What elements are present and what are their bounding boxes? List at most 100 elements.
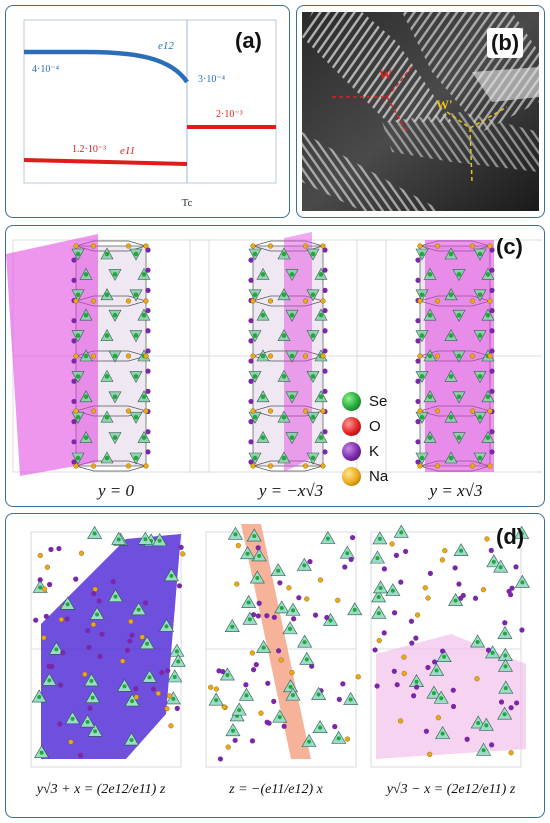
- k-atom: [255, 545, 261, 551]
- k-atom: [145, 267, 151, 273]
- k-atom: [415, 439, 421, 445]
- se-ball-icon: [342, 392, 361, 411]
- e12-left-value: 4·10⁻⁴: [32, 64, 60, 75]
- se-atom: [476, 721, 481, 726]
- se-atom: [133, 374, 139, 379]
- legend-na-label: Na: [369, 468, 389, 485]
- k-atom: [348, 556, 354, 563]
- se-atom: [247, 617, 252, 622]
- se-atom: [302, 563, 307, 568]
- k-atom: [64, 616, 70, 622]
- k-atom: [415, 398, 421, 405]
- k-atom: [472, 595, 479, 601]
- k-atom: [256, 600, 262, 606]
- k-atom: [248, 257, 254, 263]
- na-atom: [44, 564, 51, 570]
- se-atom: [112, 353, 118, 359]
- se-atom: [252, 534, 257, 539]
- bright-domain: [472, 67, 539, 102]
- se-atom: [477, 455, 483, 461]
- se-atom: [439, 696, 444, 701]
- k-atom: [276, 648, 282, 654]
- k-atom: [322, 307, 328, 314]
- se-atom: [112, 394, 118, 400]
- se-atom: [289, 272, 295, 277]
- na-atom: [487, 298, 493, 304]
- k-atom: [489, 388, 495, 394]
- na-atom: [469, 353, 476, 359]
- se-atom: [225, 673, 230, 678]
- se-atom: [260, 272, 266, 277]
- crystal-structures-d: [30, 524, 530, 768]
- se-atom: [498, 565, 503, 570]
- se-atom: [95, 612, 100, 617]
- na-atom: [320, 463, 326, 469]
- se-atom: [255, 576, 260, 581]
- se-atom: [427, 435, 433, 440]
- equation-c3: y = x√3: [429, 481, 483, 500]
- se-atom: [434, 668, 439, 673]
- wp-wall-upper-left: [446, 111, 471, 129]
- se-atom: [304, 657, 309, 662]
- na-atom: [90, 298, 97, 304]
- se-atom: [310, 292, 316, 298]
- k-atom: [47, 581, 53, 588]
- se-atom: [310, 374, 316, 379]
- na-atom: [422, 585, 428, 591]
- na-atom: [434, 463, 441, 469]
- na-atom: [155, 690, 161, 697]
- equation-d2: z = −(e11/e12) x: [229, 782, 323, 797]
- se-atom: [277, 715, 282, 720]
- se-atom: [336, 736, 341, 741]
- na-atom: [317, 577, 324, 583]
- k-atom: [342, 564, 348, 570]
- se-atom: [133, 333, 139, 338]
- k-atom: [452, 565, 458, 571]
- k-atom: [440, 648, 446, 654]
- k-atom: [489, 287, 495, 293]
- se-atom: [281, 374, 287, 379]
- se-atom: [171, 696, 176, 701]
- se-atom: [136, 607, 141, 612]
- se-atom: [176, 659, 181, 664]
- se-atom: [448, 292, 454, 298]
- legend-se: Se: [342, 389, 388, 414]
- e12-curve: [24, 49, 189, 84]
- se-atom: [129, 738, 134, 743]
- k-atom: [411, 693, 417, 699]
- k-atom: [271, 614, 277, 620]
- panel-d-label: (d): [496, 524, 525, 549]
- k-atom: [71, 318, 77, 324]
- k-atom: [281, 723, 287, 729]
- se-atom: [244, 693, 249, 698]
- k-atom: [409, 640, 415, 646]
- k-atom: [322, 247, 328, 253]
- na-atom: [320, 298, 326, 304]
- na-atom: [58, 616, 64, 623]
- na-atom: [208, 684, 214, 690]
- k-atom: [110, 579, 116, 585]
- se-atom: [133, 292, 139, 298]
- na-atom: [335, 597, 341, 603]
- se-atom: [456, 435, 462, 440]
- k-atom: [60, 650, 66, 656]
- k-atom: [264, 719, 270, 725]
- se-atom: [230, 624, 235, 629]
- na-atom: [417, 298, 423, 304]
- se-atom: [141, 272, 147, 277]
- se-atom: [83, 272, 89, 277]
- na-atom: [125, 408, 132, 414]
- k-atom: [391, 610, 398, 616]
- se-atom: [141, 435, 147, 440]
- se-atom: [345, 551, 350, 556]
- na-atom: [344, 736, 351, 742]
- k-atom: [489, 348, 495, 354]
- se-atom: [133, 414, 139, 420]
- k-atom: [145, 368, 151, 374]
- k-atom: [56, 545, 62, 552]
- se-atom: [419, 251, 425, 257]
- se-atom: [279, 605, 284, 610]
- na-atom: [92, 586, 98, 592]
- k-atom: [43, 613, 49, 619]
- se-atom: [289, 353, 295, 359]
